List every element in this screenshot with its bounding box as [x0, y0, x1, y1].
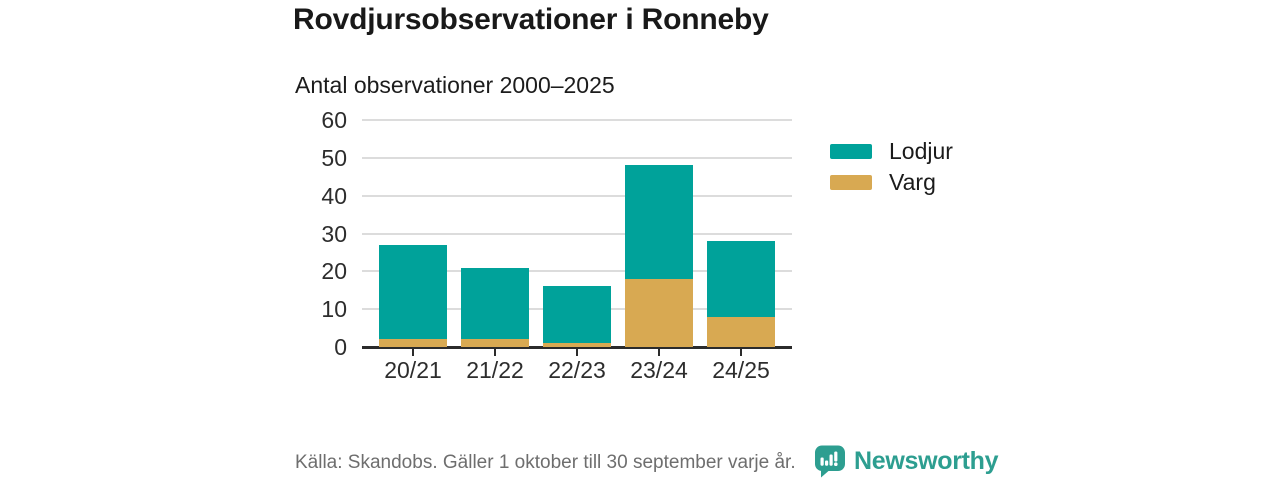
- source-note: Källa: Skandobs. Gäller 1 oktober till 3…: [295, 452, 796, 473]
- y-axis-tick-label: 0: [334, 334, 347, 360]
- bar-segment-varg-21/22: [461, 339, 529, 347]
- x-axis-tick-label: 21/22: [466, 357, 524, 383]
- y-axis-tick-label: 50: [321, 144, 347, 171]
- legend-swatch-lodjur: [830, 144, 872, 159]
- y-axis-tick-label: 10: [321, 296, 347, 323]
- bar-segment-lodjur-22/23: [543, 286, 611, 344]
- y-axis-tick-label: 40: [321, 182, 347, 209]
- bar-segment-varg-20/21: [379, 339, 447, 347]
- bar-segment-lodjur-23/24: [625, 165, 693, 279]
- legend-item-lodjur: Lodjur: [830, 138, 953, 165]
- x-axis-tick-label: 23/24: [630, 357, 688, 383]
- bar-segment-lodjur-21/22: [461, 267, 529, 340]
- x-axis-tick: [740, 349, 742, 356]
- gridline: [362, 156, 792, 159]
- x-axis-tick-label: 22/23: [548, 357, 606, 383]
- y-axis-tick-label: 30: [321, 220, 347, 247]
- chart-title: Rovdjursobservationer i Ronneby: [293, 3, 769, 36]
- bar-segment-varg-23/24: [625, 278, 693, 347]
- x-axis-line: [362, 346, 792, 349]
- newsworthy-brand: Newsworthy: [813, 444, 999, 478]
- bar-segment-lodjur-24/25: [707, 241, 775, 317]
- x-axis-tick-label: 24/25: [712, 357, 770, 383]
- gridline: [362, 270, 792, 273]
- bar-segment-lodjur-20/21: [379, 244, 447, 340]
- legend-swatch-varg: [830, 175, 872, 190]
- gridline: [362, 194, 792, 197]
- chart-subtitle: Antal observationer 2000–2025: [295, 72, 615, 98]
- y-axis-tick-label: 60: [321, 107, 347, 133]
- chart-legend: Lodjur Varg: [830, 138, 953, 200]
- x-axis-tick: [412, 349, 414, 356]
- y-axis-tick-label: 20: [321, 258, 347, 285]
- gridline: [362, 232, 792, 235]
- bar-segment-varg-22/23: [543, 343, 611, 347]
- x-axis-tick: [494, 349, 496, 356]
- legend-label-varg: Varg: [889, 169, 936, 195]
- legend-item-varg: Varg: [830, 169, 953, 196]
- bar-segment-varg-24/25: [707, 316, 775, 347]
- newsworthy-logo-icon: [815, 445, 845, 478]
- x-axis-tick: [576, 349, 578, 356]
- legend-label-lodjur: Lodjur: [889, 138, 953, 164]
- x-axis-tick: [658, 349, 660, 356]
- x-axis-tick-label: 20/21: [384, 357, 442, 383]
- newsworthy-wordmark: Newsworthy: [854, 446, 999, 475]
- gridline: [362, 119, 792, 121]
